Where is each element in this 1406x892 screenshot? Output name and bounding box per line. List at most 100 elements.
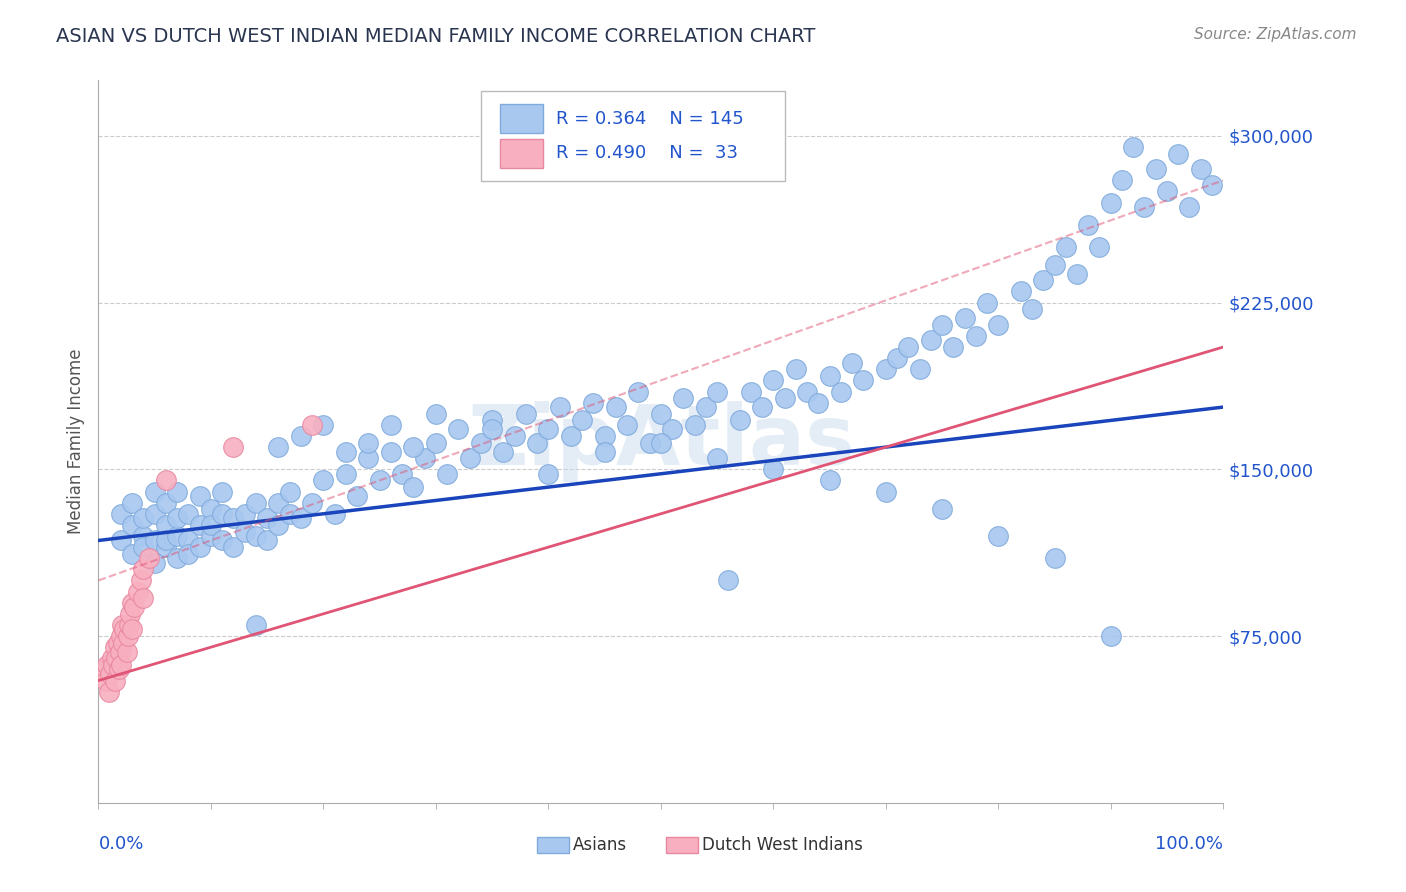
Point xyxy=(548,400,571,414)
Point xyxy=(166,511,188,525)
Point xyxy=(222,540,245,554)
Point xyxy=(1032,273,1054,287)
Text: Dutch West Indians: Dutch West Indians xyxy=(703,837,863,855)
Point xyxy=(211,507,233,521)
Point xyxy=(267,496,290,510)
Point xyxy=(121,496,143,510)
Point xyxy=(93,662,115,676)
Point xyxy=(717,574,740,588)
Point xyxy=(132,529,155,543)
Point xyxy=(593,444,616,458)
Point xyxy=(132,562,155,576)
Point xyxy=(987,318,1010,332)
Point xyxy=(105,651,128,665)
Point xyxy=(117,629,139,643)
Point xyxy=(425,407,447,421)
Bar xyxy=(666,838,697,854)
Point xyxy=(155,496,177,510)
Point xyxy=(107,662,129,676)
Point xyxy=(1133,200,1156,214)
Point xyxy=(762,373,785,387)
Point xyxy=(751,400,773,414)
Text: Source: ZipAtlas.com: Source: ZipAtlas.com xyxy=(1194,27,1357,42)
Point xyxy=(841,356,863,370)
Point xyxy=(98,666,121,681)
Point xyxy=(104,673,127,688)
Point xyxy=(312,474,335,488)
Point xyxy=(830,384,852,399)
Point xyxy=(177,533,200,548)
Point xyxy=(267,440,290,454)
Point xyxy=(447,422,470,436)
Point xyxy=(796,384,818,399)
Point xyxy=(627,384,650,399)
Point xyxy=(1043,258,1066,272)
Point xyxy=(121,517,143,532)
Point xyxy=(115,645,138,659)
Text: ZipAtlas: ZipAtlas xyxy=(467,401,855,482)
Point xyxy=(211,533,233,548)
Point xyxy=(357,451,380,466)
Point xyxy=(312,417,335,432)
Point xyxy=(301,496,323,510)
Point xyxy=(582,395,605,409)
Point xyxy=(605,400,627,414)
Point xyxy=(402,480,425,494)
Point xyxy=(492,444,515,458)
Point xyxy=(852,373,875,387)
Y-axis label: Median Family Income: Median Family Income xyxy=(66,349,84,534)
Point xyxy=(1099,629,1122,643)
Point xyxy=(278,507,301,521)
Point xyxy=(222,511,245,525)
Text: 100.0%: 100.0% xyxy=(1156,835,1223,854)
Point xyxy=(188,517,211,532)
Point xyxy=(458,451,481,466)
Bar xyxy=(501,139,543,168)
Point xyxy=(503,429,526,443)
Point xyxy=(132,591,155,606)
Point xyxy=(121,623,143,637)
Point xyxy=(97,684,120,698)
Point xyxy=(200,529,222,543)
Point xyxy=(143,533,166,548)
Point xyxy=(661,422,683,436)
Point xyxy=(211,484,233,499)
Point xyxy=(908,362,931,376)
Point xyxy=(200,517,222,532)
Point xyxy=(166,551,188,566)
Point xyxy=(335,467,357,481)
Point xyxy=(278,484,301,499)
Point xyxy=(301,417,323,432)
Point xyxy=(762,462,785,476)
Point xyxy=(222,440,245,454)
Point xyxy=(233,524,256,539)
Point xyxy=(177,547,200,561)
Point xyxy=(380,417,402,432)
Point xyxy=(953,311,976,326)
Point xyxy=(110,657,132,672)
Point xyxy=(965,329,987,343)
Point xyxy=(875,362,897,376)
Point xyxy=(593,429,616,443)
Point xyxy=(101,657,124,672)
Point xyxy=(931,318,953,332)
Point xyxy=(706,384,728,399)
Point xyxy=(112,623,135,637)
Point xyxy=(818,368,841,383)
Text: ASIAN VS DUTCH WEST INDIAN MEDIAN FAMILY INCOME CORRELATION CHART: ASIAN VS DUTCH WEST INDIAN MEDIAN FAMILY… xyxy=(56,27,815,45)
Point xyxy=(526,435,548,450)
Point xyxy=(110,507,132,521)
Point xyxy=(107,636,129,650)
Point xyxy=(436,467,458,481)
Point xyxy=(110,629,132,643)
Point xyxy=(1167,146,1189,161)
Point xyxy=(706,451,728,466)
Point xyxy=(108,645,131,659)
Point xyxy=(290,429,312,443)
Point xyxy=(323,507,346,521)
Point xyxy=(245,618,267,632)
Point xyxy=(256,533,278,548)
Point xyxy=(143,507,166,521)
Point xyxy=(132,511,155,525)
Point xyxy=(368,474,391,488)
